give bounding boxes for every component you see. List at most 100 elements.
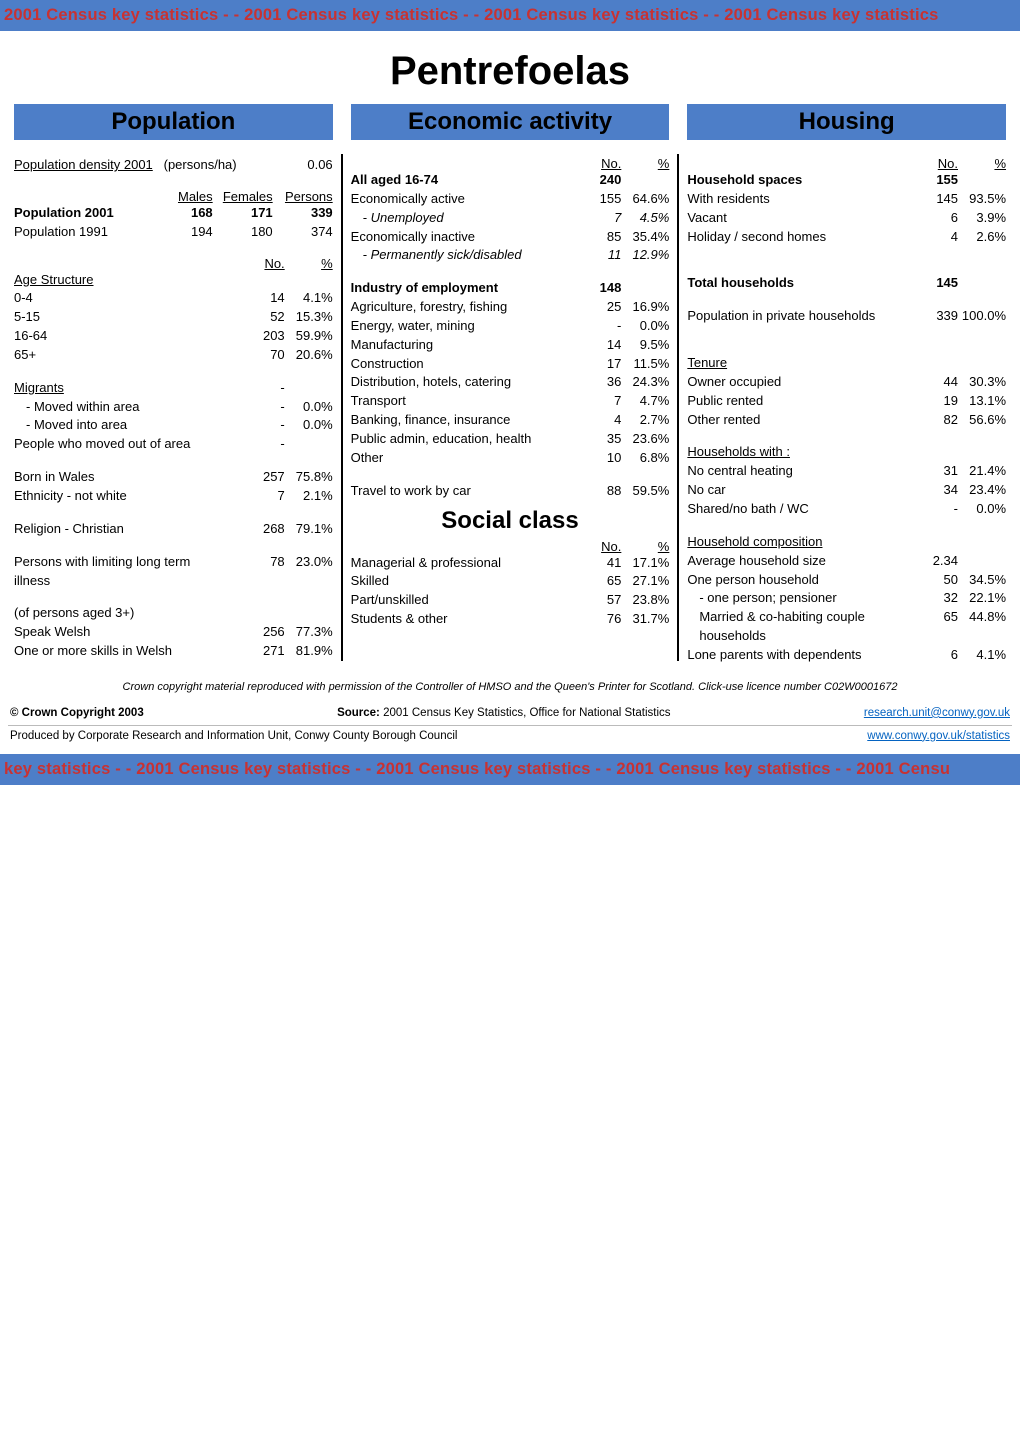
agri-label: Agriculture, forestry, fishing <box>351 298 562 317</box>
nocar-no: 34 <box>898 481 958 500</box>
nobath-row: Shared/no bath / WC - 0.0% <box>687 500 1006 519</box>
females-header: Females <box>213 189 273 204</box>
industry-no: 148 <box>561 279 621 298</box>
pop2001-row: Population 2001 168 171 339 <box>14 204 333 223</box>
students-label: Students & other <box>351 610 562 629</box>
age-16-64-row: 16-64 203 59.9% <box>14 327 333 346</box>
url-link[interactable]: www.conwy.gov.uk/statistics <box>867 730 1010 742</box>
sick-row: - Permanently sick/disabled 11 12.9% <box>351 246 670 265</box>
manuf-row: Manufacturing 14 9.5% <box>351 336 670 355</box>
spaces-no: 155 <box>898 171 958 190</box>
born-wales-label: Born in Wales <box>14 468 225 487</box>
active-no: 155 <box>561 190 621 209</box>
welsh-label: Speak Welsh <box>14 623 225 642</box>
mgr-no: 41 <box>561 554 621 573</box>
skills-label: One or more skills in Welsh <box>14 642 225 661</box>
density-value: 0.06 <box>285 156 333 175</box>
trans-no: 7 <box>561 392 621 411</box>
nobath-label: Shared/no bath / WC <box>687 500 898 519</box>
age-16-64-no: 203 <box>225 327 285 346</box>
constr-no: 17 <box>561 355 621 374</box>
dist-label: Distribution, hotels, catering <box>351 373 562 392</box>
travel-label: Travel to work by car <box>351 482 562 501</box>
age-structure-label: Age Structure <box>14 271 333 290</box>
married-pct: 44.8% <box>958 608 1006 646</box>
migrants-label: Migrants <box>14 379 225 398</box>
unemployed-no: 7 <box>561 209 621 228</box>
email-link[interactable]: research.unit@conwy.gov.uk <box>864 707 1010 719</box>
unskilled-pct: 23.8% <box>621 591 669 610</box>
column-separator-2 <box>677 154 679 661</box>
dist-pct: 24.3% <box>621 373 669 392</box>
mgr-row: Managerial & professional 41 17.1% <box>351 554 670 573</box>
constr-pct: 11.5% <box>621 355 669 374</box>
active-row: Economically active 155 64.6% <box>351 190 670 209</box>
nocar-label: No car <box>687 481 898 500</box>
migrants-no: - <box>225 379 285 398</box>
persons3-row: (of persons aged 3+) <box>14 604 333 623</box>
travel-no: 88 <box>561 482 621 501</box>
trans-label: Transport <box>351 392 562 411</box>
nopct-header: No. % <box>14 256 333 271</box>
public-row: Public admin, education, health 35 23.6% <box>351 430 670 449</box>
unskilled-label: Part/unskilled <box>351 591 562 610</box>
produced-by-label: Produced by Corporate Research and Infor… <box>10 730 457 742</box>
sick-no: 11 <box>561 246 621 265</box>
footer-row-1: © Crown Copyright 2003 Source: 2001 Cens… <box>0 701 1020 725</box>
trans-row: Transport 7 4.7% <box>351 392 670 411</box>
holiday-row: Holiday / second homes 4 2.6% <box>687 228 1006 247</box>
avgsize-no: 2.34 <box>898 552 958 571</box>
nobath-no: - <box>898 500 958 519</box>
married-label: Married & co-habiting couple households <box>687 608 898 646</box>
noheat-label: No central heating <box>687 462 898 481</box>
unemployed-pct: 4.5% <box>621 209 669 228</box>
industry-label: Industry of employment <box>351 279 562 298</box>
moved-out-label: People who moved out of area <box>14 435 225 454</box>
moved-into-label: - Moved into area <box>14 416 225 435</box>
econ-pct-header: % <box>621 156 669 171</box>
vacant-label: Vacant <box>687 209 898 228</box>
born-wales-row: Born in Wales 257 75.8% <box>14 468 333 487</box>
skilled-label: Skilled <box>351 572 562 591</box>
age-0-4-no: 14 <box>225 289 285 308</box>
no-header: No. <box>225 256 285 271</box>
copyright-label: © Crown Copyright 2003 <box>10 707 144 719</box>
total-hh-no: 145 <box>898 274 958 293</box>
moved-out-row: People who moved out of area - <box>14 435 333 454</box>
other-label: Other <box>351 449 562 468</box>
withres-no: 145 <box>898 190 958 209</box>
pubrent-row: Public rented 19 13.1% <box>687 392 1006 411</box>
sick-label: - Permanently sick/disabled <box>351 246 562 265</box>
skilled-row: Skilled 65 27.1% <box>351 572 670 591</box>
welsh-pct: 77.3% <box>285 623 333 642</box>
withres-row: With residents 145 93.5% <box>687 190 1006 209</box>
bank-no: 4 <box>561 411 621 430</box>
all-aged-row: All aged 16-74 240 <box>351 171 670 190</box>
industry-row: Industry of employment 148 <box>351 279 670 298</box>
married-row: Married & co-habiting couple households … <box>687 608 1006 646</box>
owner-pct: 30.3% <box>958 373 1006 392</box>
age-65-pct: 20.6% <box>285 346 333 365</box>
oneperson-pct: 34.5% <box>958 571 1006 590</box>
dist-no: 36 <box>561 373 621 392</box>
welsh-row: Speak Welsh 256 77.3% <box>14 623 333 642</box>
econ-no-header: No. <box>561 156 621 171</box>
noheat-row: No central heating 31 21.4% <box>687 462 1006 481</box>
pensioner-label: - one person; pensioner <box>687 589 898 608</box>
moved-out-no: - <box>225 435 285 454</box>
comp-row: Household composition <box>687 533 1006 552</box>
priv-label: Population in private households <box>687 307 898 326</box>
born-wales-no: 257 <box>225 468 285 487</box>
religion-pct: 79.1% <box>285 520 333 539</box>
pop1991-persons: 374 <box>273 223 333 242</box>
pensioner-pct: 22.1% <box>958 589 1006 608</box>
pop1991-row: Population 1991 194 180 374 <box>14 223 333 242</box>
travel-pct: 59.5% <box>621 482 669 501</box>
illness-pct: 23.0% <box>285 553 333 591</box>
age-5-15-label: 5-15 <box>14 308 225 327</box>
noheat-no: 31 <box>898 462 958 481</box>
unskilled-row: Part/unskilled 57 23.8% <box>351 591 670 610</box>
population-column: Population Population density 2001 (pers… <box>8 104 339 665</box>
withres-pct: 93.5% <box>958 190 1006 209</box>
othrent-row: Other rented 82 56.6% <box>687 411 1006 430</box>
